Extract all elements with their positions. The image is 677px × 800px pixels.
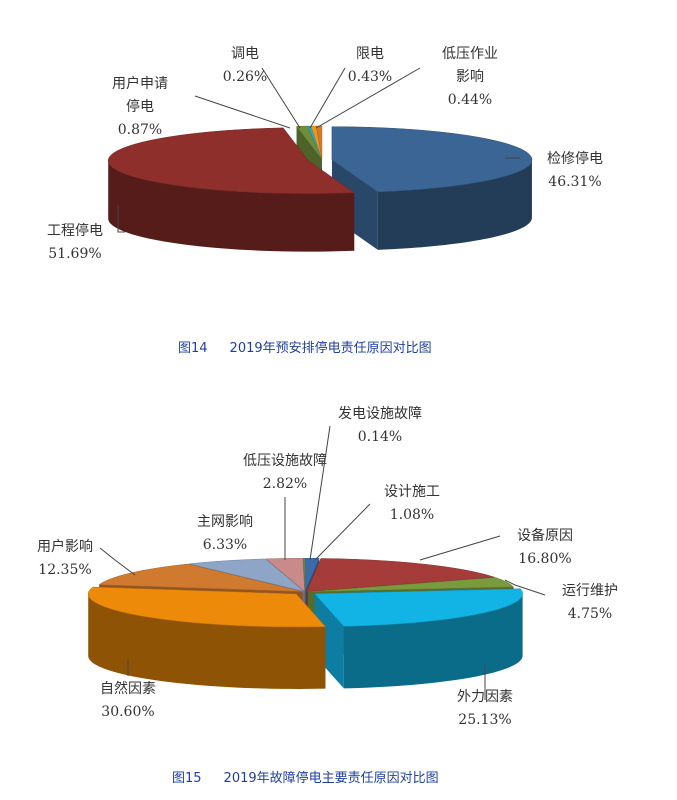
- leader-line: [309, 67, 346, 129]
- slice-side-wall: [88, 593, 326, 689]
- data-label: 自然因素 30.60%: [100, 681, 156, 720]
- data-label: 用户申请 停电 0.87%: [112, 76, 168, 138]
- data-label: 低压设施故障 2.82%: [243, 453, 327, 492]
- pie-slice: [87, 586, 326, 628]
- slice-side-wall: [377, 159, 532, 250]
- pie-slice: [189, 558, 305, 592]
- pie-slice: [314, 588, 523, 627]
- data-label: 运行维护 4.75%: [562, 583, 618, 622]
- data-label: 外力因素 25.13%: [457, 689, 513, 728]
- leader-line: [309, 425, 331, 561]
- leader-line: [315, 67, 421, 129]
- data-label: 检修停电 46.31%: [547, 151, 603, 190]
- data-label: 用户影响 12.35%: [37, 539, 93, 578]
- data-label: 主网影响 6.33%: [197, 514, 253, 553]
- data-label: 设计施工 1.08%: [384, 484, 440, 523]
- pie-slice: [98, 563, 303, 592]
- pie-slice: [307, 577, 515, 593]
- figure-caption: 图15 2019年故障停电主要责任原因对比图: [172, 771, 439, 786]
- pie-slice: [306, 558, 495, 592]
- data-label: 低压作业 影响 0.44%: [442, 46, 498, 108]
- data-label: 设备原因 16.80%: [517, 528, 573, 567]
- data-label: 发电设施故障 0.14%: [338, 406, 422, 445]
- leader-line: [117, 205, 125, 233]
- leader-line: [504, 579, 546, 596]
- slice-cut-face: [331, 159, 378, 250]
- pie-slice: [331, 126, 533, 193]
- data-label: 限电 0.43%: [347, 46, 393, 85]
- pie-slice: [107, 127, 355, 194]
- slice-cut-face: [314, 593, 344, 689]
- data-label: 调电 0.26%: [222, 46, 268, 85]
- leader-line: [194, 95, 291, 129]
- leader-line: [99, 547, 136, 576]
- leader-line: [314, 503, 371, 561]
- figure-caption: 图14 2019年预安排停电责任原因对比图: [178, 341, 432, 356]
- slice-side-wall: [343, 593, 523, 689]
- slice-side-wall: [108, 160, 355, 252]
- pie-slice: [302, 558, 306, 592]
- pie-slice: [265, 558, 305, 592]
- leader-line: [419, 535, 501, 561]
- leader-line: [261, 67, 301, 129]
- data-label: 工程停电 51.69%: [47, 223, 103, 262]
